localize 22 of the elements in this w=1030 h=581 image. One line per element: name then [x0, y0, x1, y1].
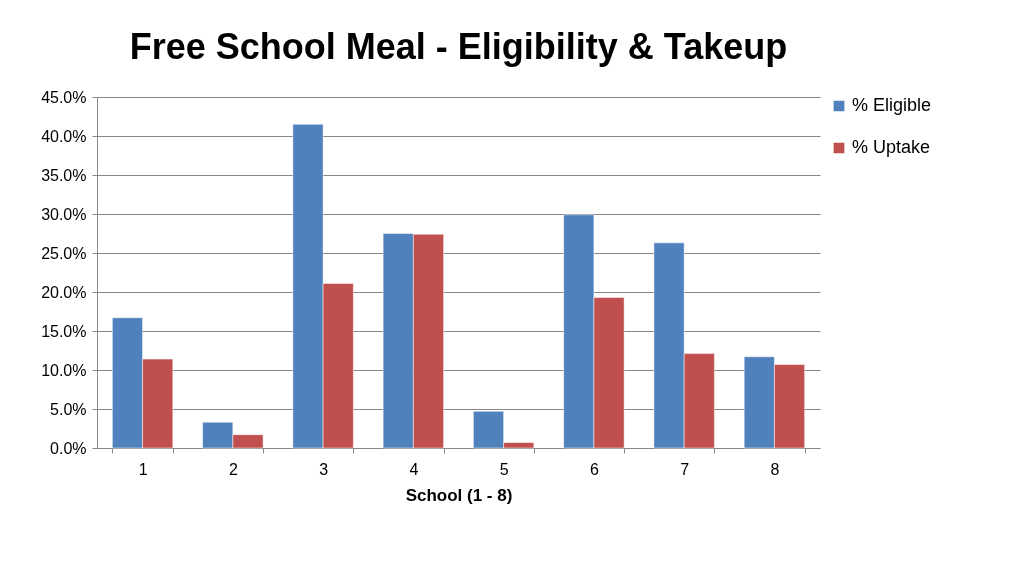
x-tick-label: 5	[499, 460, 509, 478]
chart-title: Free School Meal - Eligibility & Takeup	[129, 26, 788, 67]
y-tick-label: 0.0%	[50, 439, 87, 457]
y-tick-label: 10.0%	[41, 361, 87, 379]
y-tick-label: 15.0%	[41, 322, 87, 340]
x-tick-label: 1	[138, 460, 148, 478]
y-tick-label: 30.0%	[41, 205, 87, 223]
y-tick-label: 35.0%	[41, 166, 87, 184]
y-tick-label: 40.0%	[41, 127, 87, 145]
x-tick-label: 4	[409, 460, 419, 478]
y-tick-label: 45.0%	[41, 88, 87, 106]
x-tick-label: 3	[319, 460, 329, 478]
legend-label: % Eligible	[852, 95, 932, 115]
x-axis-title: School (1 - 8)	[405, 485, 513, 505]
y-tick-label: 5.0%	[50, 400, 87, 418]
x-tick-label: 2	[228, 460, 238, 478]
legend-label: % Uptake	[852, 137, 931, 157]
y-tick-label: 25.0%	[41, 244, 87, 262]
y-tick-label: 20.0%	[41, 283, 87, 301]
x-tick-label: 6	[589, 460, 599, 478]
x-tick-label: 8	[770, 460, 780, 478]
x-tick-label: 7	[680, 460, 690, 478]
